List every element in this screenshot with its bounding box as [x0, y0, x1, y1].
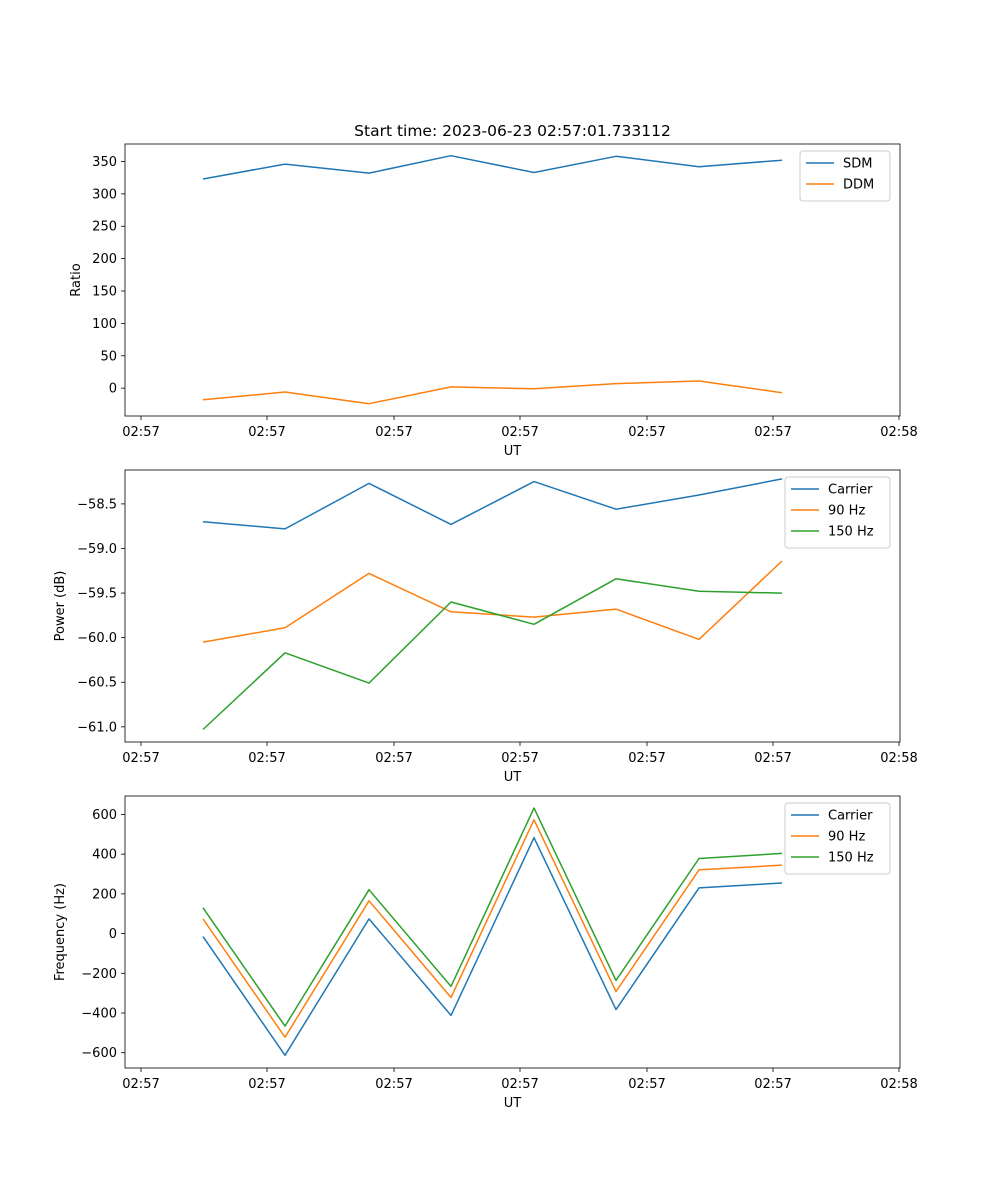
y-tick-label: 400 [92, 848, 117, 863]
x-tick-label: 02:57 [122, 751, 159, 766]
y-axis-label: Ratio [69, 263, 84, 296]
y-tick-label: −600 [81, 1046, 117, 1061]
y-tick-label: −61.0 [77, 720, 117, 735]
subplot-3: 02:57 02:57 02:57 02:57 02:57 02:57 02:58 −600 −… [53, 795, 918, 1111]
y-tick-label: −60.5 [77, 676, 117, 691]
x-tick-label: 02:57 [248, 1077, 285, 1092]
figure-title: Start time: 2023-06-23 02:57:01.733112 [354, 122, 671, 140]
y-tick-label: 150 [92, 285, 117, 300]
subplots: 02:57 02:57 02:57 02:57 02:57 02:57 02:58 0 50 10… [53, 143, 918, 1111]
series-line-carrier [202, 836, 783, 1057]
x-tick-label: 02:58 [880, 751, 917, 766]
legend-entry-label: Carrier [828, 483, 873, 498]
plot-frame [124, 795, 901, 1069]
y-tick-label: 350 [92, 155, 117, 170]
y-tick-label: −60.0 [77, 631, 117, 646]
x-tick-label: 02:57 [754, 751, 791, 766]
legend-entry-label: 150 Hz [828, 525, 874, 540]
legend-entry-label: 90 Hz [828, 504, 865, 519]
x-axis-label: UT [504, 444, 522, 459]
x-tick-label: 02:57 [248, 751, 285, 766]
series-line-90-hz [202, 819, 783, 1038]
x-tick-label: 02:57 [248, 425, 285, 440]
series-line-ddm [202, 380, 783, 405]
y-tick-label: −200 [81, 967, 117, 982]
legend-entry-label: DDM [843, 178, 874, 193]
y-tick-label: 200 [92, 887, 117, 902]
y-tick-label: 100 [92, 317, 117, 332]
legend-entry-label: Carrier [828, 809, 873, 824]
subplot-1: 02:57 02:57 02:57 02:57 02:57 02:57 02:58 0 50 10… [69, 143, 918, 459]
x-axis-label: UT [504, 1096, 522, 1111]
x-tick-label: 02:57 [628, 1077, 665, 1092]
x-tick-label: 02:57 [122, 425, 159, 440]
plot-frame [124, 143, 901, 417]
y-axis-label: Power (dB) [53, 571, 68, 642]
legend-entry-label: SDM [843, 157, 872, 172]
x-tick-label: 02:58 [880, 1077, 917, 1092]
y-tick-label: 600 [92, 808, 117, 823]
subplot-2: 02:57 02:57 02:57 02:57 02:57 02:57 02:58 −61.0… [53, 469, 918, 785]
legend-entry-label: 150 Hz [828, 851, 874, 866]
y-tick-label: 200 [92, 252, 117, 267]
y-tick-label: 0 [109, 382, 117, 397]
series-line-150-hz [202, 807, 783, 1027]
y-tick-label: 0 [109, 927, 117, 942]
x-tick-label: 02:57 [501, 751, 538, 766]
y-tick-label: −59.0 [77, 542, 117, 557]
legend-entry-label: 90 Hz [828, 830, 865, 845]
y-tick-label: 300 [92, 187, 117, 202]
series-line-sdm [202, 154, 783, 180]
y-tick-label: −59.5 [77, 587, 117, 602]
x-tick-label: 02:57 [501, 1077, 538, 1092]
x-tick-label: 02:57 [375, 751, 412, 766]
y-tick-label: 50 [100, 349, 117, 364]
x-tick-label: 02:57 [628, 425, 665, 440]
x-tick-label: 02:57 [375, 1077, 412, 1092]
series-line-150-hz [202, 578, 783, 731]
x-tick-label: 02:57 [122, 1077, 159, 1092]
x-tick-label: 02:57 [754, 1077, 791, 1092]
y-axis-label: Frequency (Hz) [53, 883, 68, 981]
x-axis-label: UT [504, 770, 522, 785]
plot-frame [124, 469, 901, 743]
y-tick-label: 250 [92, 220, 117, 235]
x-tick-label: 02:57 [375, 425, 412, 440]
series-line-carrier [202, 478, 783, 530]
y-tick-label: −58.5 [77, 497, 117, 512]
x-tick-label: 02:58 [880, 425, 917, 440]
series-line-90-hz [202, 560, 783, 643]
y-tick-label: −400 [81, 1007, 117, 1022]
x-tick-label: 02:57 [501, 425, 538, 440]
x-tick-label: 02:57 [628, 751, 665, 766]
x-tick-label: 02:57 [754, 425, 791, 440]
